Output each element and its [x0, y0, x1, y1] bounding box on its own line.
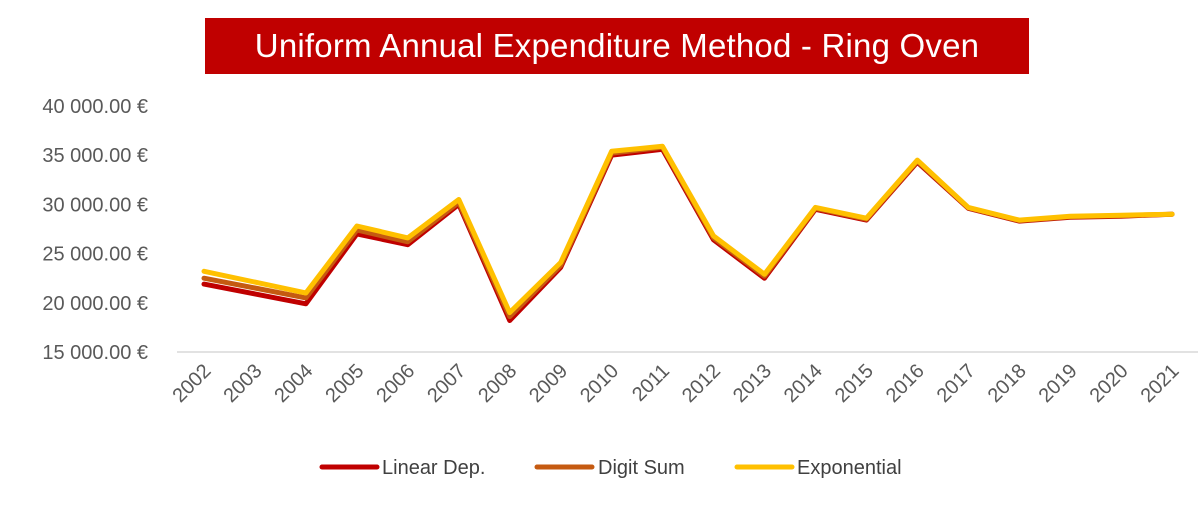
y-tick-label: 20 000.00 € [42, 293, 148, 315]
x-tick-label: 2008 [474, 360, 521, 407]
y-tick-label: 30 000.00 € [42, 194, 148, 216]
x-tick-label: 2007 [423, 360, 470, 407]
chart-title: Uniform Annual Expenditure Method - Ring… [205, 18, 1029, 74]
legend-label: Exponential [797, 457, 902, 479]
x-tick-label: 2021 [1137, 360, 1184, 407]
x-tick-label: 2004 [270, 360, 317, 407]
x-tick-label: 2009 [525, 360, 572, 407]
y-tick-label: 25 000.00 € [42, 244, 148, 266]
x-tick-label: 2002 [169, 360, 216, 407]
series-line-digit-sum [201, 144, 1175, 320]
x-tick-label: 2012 [678, 360, 725, 407]
x-tick-label: 2018 [984, 360, 1031, 407]
legend: Linear Dep. Digit Sum Exponential [319, 457, 902, 479]
series-lines [201, 143, 1175, 323]
x-tick-label: 2016 [882, 360, 929, 407]
legend-label: Digit Sum [598, 457, 685, 479]
x-tick-label: 2011 [628, 360, 674, 406]
series-line-exponential [201, 143, 1175, 316]
x-tick-label: 2006 [372, 360, 419, 407]
x-tick-label: 2010 [576, 360, 623, 407]
y-axis: 15 000.00 € 20 000.00 € 25 000.00 € 30 000.… [42, 96, 148, 364]
y-tick-label: 40 000.00 € [42, 96, 148, 118]
legend-label: Linear Dep. [382, 457, 485, 479]
x-tick-label: 2017 [933, 360, 980, 407]
x-tick-label: 2003 [219, 360, 266, 407]
x-tick-label: 2019 [1035, 360, 1082, 407]
x-axis: 2002 2003 2004 2005 2006 2007 2008 2009 2010 2011… [169, 351, 1198, 407]
x-tick-label: 2020 [1086, 360, 1133, 407]
x-tick-label: 2013 [729, 360, 776, 407]
x-tick-label: 2015 [831, 360, 878, 407]
x-tick-label: 2005 [321, 360, 368, 407]
x-tick-label: 2014 [780, 360, 827, 407]
y-tick-label: 35 000.00 € [42, 145, 148, 167]
y-tick-label: 15 000.00 € [42, 342, 148, 364]
